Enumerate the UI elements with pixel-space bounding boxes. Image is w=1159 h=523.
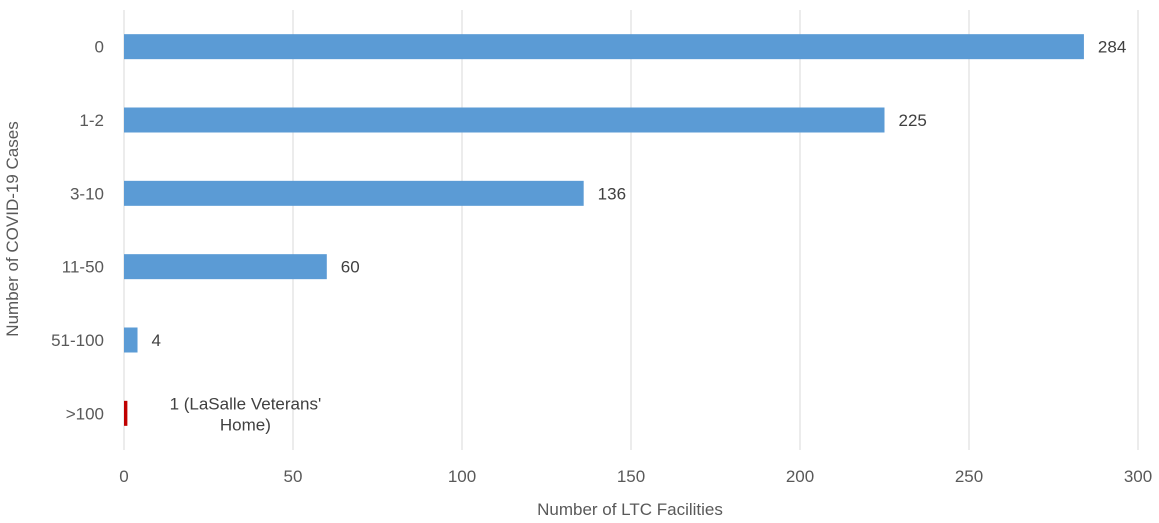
bar (124, 107, 885, 133)
y-tick-label: >100 (66, 404, 104, 423)
y-tick-labels: 0 1-2 3-10 11-50 51-100 >100 (51, 38, 104, 424)
data-label: 284 (1098, 38, 1126, 57)
data-label: 60 (341, 258, 360, 277)
x-tick-label: 150 (617, 467, 645, 486)
x-tick-labels: 0 50 100 150 200 250 300 (119, 467, 1152, 486)
y-tick-label: 3-10 (70, 184, 104, 203)
data-label: 4 (152, 331, 161, 350)
gridlines (123, 10, 1139, 450)
bars (124, 34, 1084, 426)
x-tick-label: 300 (1124, 467, 1152, 486)
x-tick-label: 100 (448, 467, 476, 486)
x-tick-label: 200 (786, 467, 814, 486)
bar (124, 400, 128, 426)
data-label: 225 (899, 111, 927, 130)
y-tick-label: 51-100 (51, 331, 104, 350)
x-tick-label: 50 (284, 467, 303, 486)
x-axis-title: Number of LTC Facilities (537, 500, 723, 519)
x-tick-label: 250 (955, 467, 983, 486)
bar (124, 34, 1084, 60)
x-tick-label: 0 (119, 467, 128, 486)
bar (124, 180, 584, 206)
data-label: 1 (LaSalle Veterans' Home) (170, 394, 322, 434)
y-tick-label: 11-50 (62, 258, 104, 277)
y-tick-label: 0 (95, 38, 104, 57)
y-axis-title: Number of COVID-19 Cases (3, 121, 22, 336)
bar (124, 254, 327, 280)
data-labels: 284 225 136 60 4 1 (LaSalle Veterans' Home) (152, 38, 1127, 435)
bar (124, 327, 138, 353)
data-label: 136 (598, 184, 626, 203)
y-tick-label: 1-2 (79, 111, 104, 130)
